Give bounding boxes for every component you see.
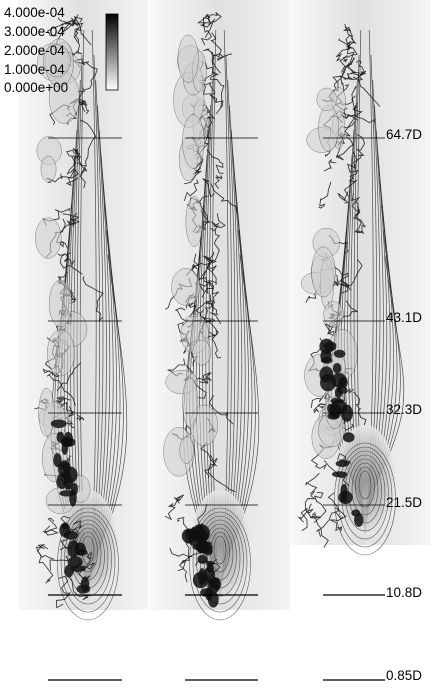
colorbar — [105, 13, 119, 91]
plume-panel-3 — [290, 0, 430, 556]
distance-label-21-5d: 21.5D — [386, 495, 423, 510]
colorbar-label-max: 4.000e-04 — [4, 5, 65, 20]
colorbar-label-min: 0.000e+00 — [4, 80, 69, 95]
distance-label-32-3d: 32.3D — [386, 402, 423, 417]
plume-panel-2 — [150, 0, 290, 621]
distance-label-43-1d: 43.1D — [386, 310, 423, 325]
distance-label-64-7d: 64.7D — [386, 127, 423, 142]
colorbar-label-3: 3.000e-04 — [4, 24, 65, 39]
colorbar-label-2: 2.000e-04 — [4, 43, 65, 58]
distance-label-0-85d: 0.85D — [386, 668, 423, 683]
colorbar-label-1: 1.000e-04 — [4, 62, 65, 77]
plume-panel-1 — [18, 0, 148, 621]
distance-label-10-8d: 10.8D — [386, 585, 423, 600]
